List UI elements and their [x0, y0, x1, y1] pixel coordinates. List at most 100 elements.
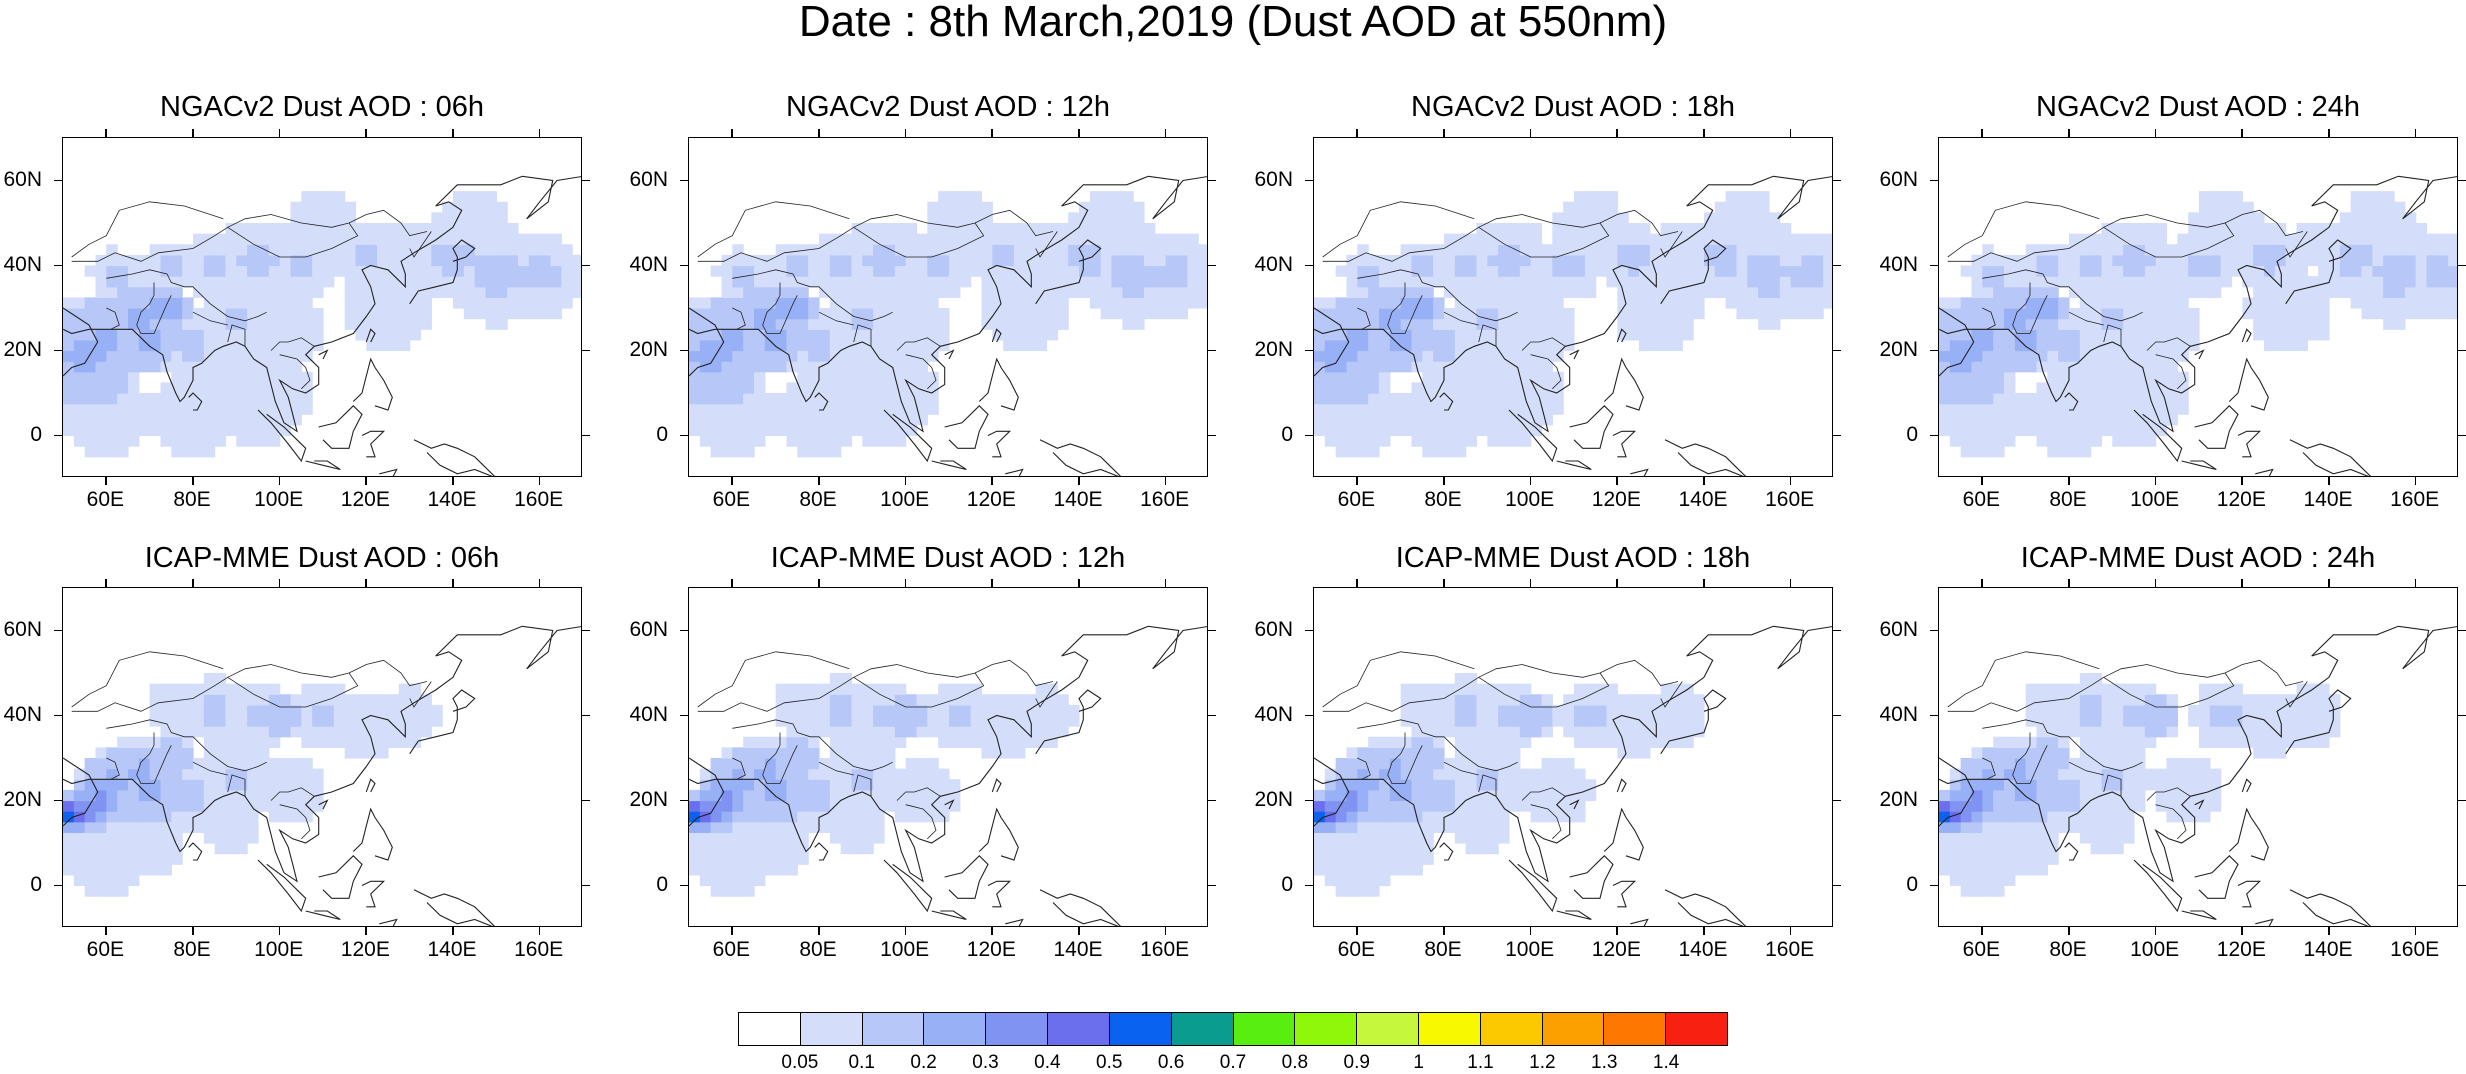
lon-tick-top — [2414, 129, 2417, 137]
aod-cell — [916, 768, 928, 780]
aod-cell — [2058, 276, 2070, 288]
aod-cell — [2372, 212, 2384, 224]
aod-cell — [916, 318, 928, 330]
aod-cell — [808, 371, 820, 383]
aod-cell — [398, 694, 411, 706]
aod-cell — [1368, 265, 1380, 277]
aod-cell — [84, 885, 97, 897]
aod-cell — [149, 704, 162, 717]
aod-cell — [1079, 223, 1091, 235]
aod-cell — [117, 800, 129, 812]
aod-cell — [1758, 223, 1770, 235]
aod-cell — [1971, 747, 1983, 759]
aod-cell — [1454, 265, 1467, 277]
aod-cell — [268, 371, 281, 383]
aod-cell — [355, 223, 367, 235]
aod-cell — [1422, 286, 1434, 298]
aod-cell — [938, 800, 950, 812]
aod-cell — [1389, 821, 1402, 833]
aod-cell — [138, 297, 151, 309]
aod-cell — [1552, 758, 1564, 770]
aod-cell — [1725, 265, 1738, 277]
aod-cell — [2079, 704, 2092, 717]
aod-cell — [1433, 244, 1445, 256]
aod-cell — [2296, 318, 2308, 330]
lon-tick-top — [731, 129, 733, 137]
aod-cell — [214, 339, 227, 352]
aod-cell — [1024, 286, 1037, 298]
aod-cell — [247, 371, 259, 383]
aod-cell — [290, 403, 302, 415]
aod-cell — [894, 694, 907, 706]
aod-cell — [959, 212, 972, 224]
aod-cell — [2101, 683, 2113, 695]
aod-cell — [214, 715, 227, 727]
aod-cell — [1057, 254, 1069, 267]
aod-cell — [754, 308, 766, 320]
aod-cell — [225, 683, 237, 695]
aod-cell — [1971, 758, 1983, 770]
aod-cell — [819, 694, 831, 706]
coastline — [944, 799, 955, 810]
aod-cell — [117, 821, 129, 833]
aod-cell — [1949, 393, 1962, 405]
aod-cell — [1649, 704, 1662, 717]
aod-cell — [1671, 318, 1683, 330]
aod-cell — [775, 800, 788, 812]
aod-cell — [1649, 726, 1662, 738]
aod-cell — [1541, 329, 1553, 341]
aod-cell — [2079, 789, 2092, 802]
aod-cell — [2079, 371, 2092, 383]
aod-cell — [754, 403, 766, 415]
aod-cell — [138, 789, 151, 802]
aod-cell — [2025, 286, 2038, 298]
aod-cell — [1498, 371, 1510, 383]
aod-cell — [2361, 286, 2373, 298]
aod-cell — [1003, 233, 1015, 245]
aod-cell — [1487, 843, 1499, 855]
panel-title: ICAP-MME Dust AOD : 06h — [144, 542, 500, 574]
aod-cell — [507, 276, 519, 288]
aod-cell — [1971, 864, 1983, 876]
aod-cell — [539, 276, 552, 288]
country-border — [896, 337, 941, 351]
aod-cell — [1628, 244, 1640, 256]
aod-cell — [1411, 736, 1423, 748]
aod-cell — [279, 414, 292, 426]
aod-cell — [1411, 435, 1423, 447]
aod-cell — [2426, 276, 2438, 288]
aod-cell — [1422, 704, 1434, 717]
aod-cell — [786, 276, 798, 288]
aod-cell — [2177, 789, 2189, 802]
aod-cell — [485, 191, 497, 203]
aod-cell — [149, 286, 162, 298]
aod-cell — [1400, 779, 1413, 791]
aod-cell — [182, 811, 194, 823]
aod-cell — [2004, 393, 2016, 405]
aod-cell — [225, 821, 237, 833]
aod-cell — [2112, 821, 2124, 833]
aod-cell — [2069, 233, 2081, 245]
aod-cell — [2134, 276, 2146, 288]
aod-cell — [95, 308, 107, 320]
aod-cell — [2188, 286, 2200, 298]
aod-cell — [2090, 403, 2103, 415]
aod-cell — [2209, 789, 2222, 802]
aod-cell — [84, 414, 97, 426]
aod-cell — [1509, 435, 1521, 447]
aod-cell — [1487, 403, 1499, 415]
aod-cell — [247, 789, 259, 802]
aod-cell — [1552, 339, 1564, 352]
aod-cell — [2014, 329, 2027, 341]
aod-cell — [2123, 329, 2135, 341]
aod-cell — [710, 446, 723, 458]
aod-cell — [884, 789, 896, 802]
aod-cell — [290, 201, 302, 213]
aod-cell — [149, 329, 162, 341]
aod-cell — [1649, 297, 1662, 309]
aod-cell — [388, 694, 400, 706]
aod-cell — [894, 736, 907, 748]
aod-cell — [981, 736, 993, 748]
aod-cell — [1971, 329, 1983, 341]
aod-cell — [754, 800, 766, 812]
